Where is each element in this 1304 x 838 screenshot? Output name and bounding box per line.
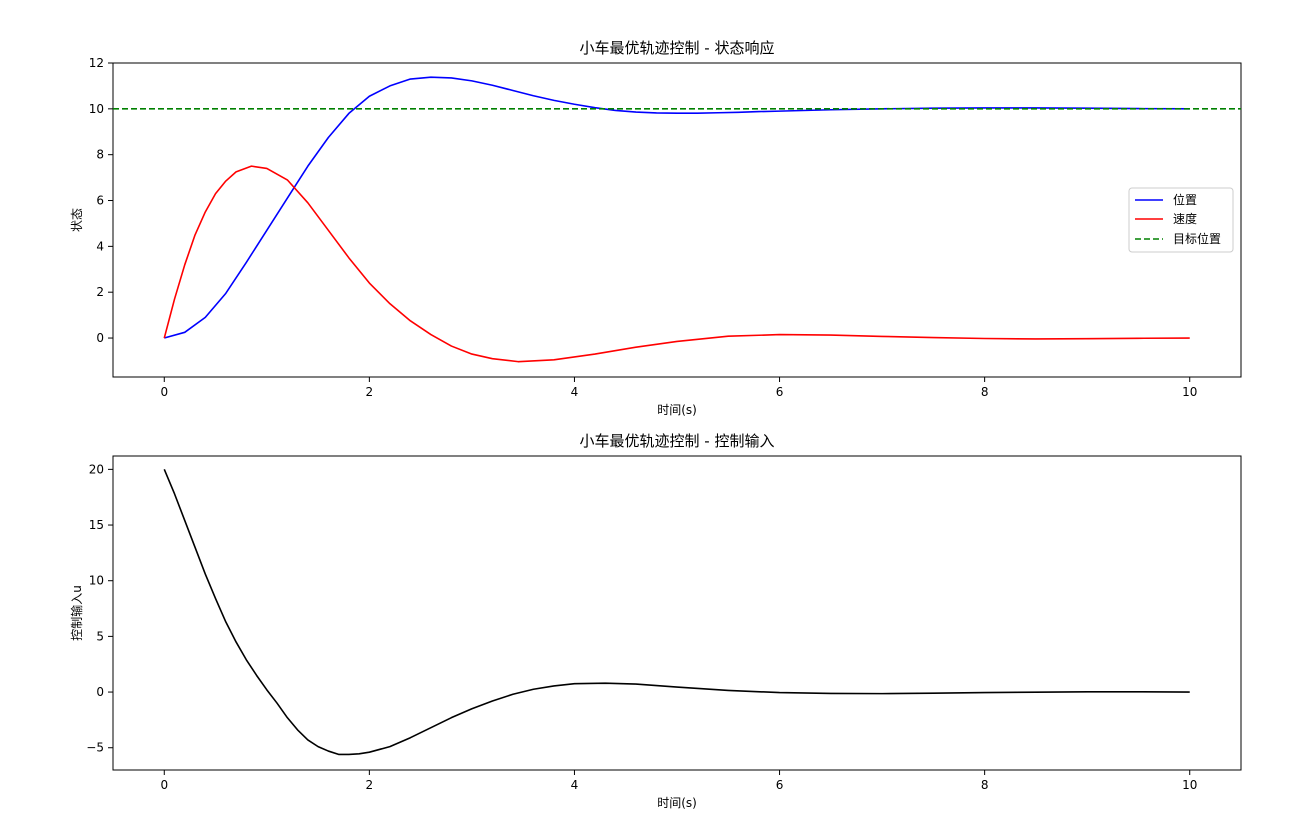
chart-title: 小车最优轨迹控制 - 控制输入 (580, 432, 775, 450)
y-tick-label: 2 (96, 285, 104, 299)
legend-label-position: 位置 (1173, 192, 1197, 207)
y-tick-label: 5 (96, 629, 104, 643)
plot-frame (112, 62, 1242, 378)
control-input-chart: 小车最优轨迹控制 - 控制输入 0 2 4 6 8 10 −5 0 5 10 15 20 时间(s)… (69, 432, 1242, 810)
x-tick-label: 6 (776, 385, 784, 399)
y-tick-label: 8 (96, 148, 104, 162)
y-tick-label: 6 (96, 194, 104, 208)
legend: 位置 速度 目标位置 (1128, 187, 1234, 253)
y-ticks: −5 0 5 10 15 20 (86, 462, 113, 755)
y-tick-label: 12 (89, 56, 104, 70)
x-tick-label: 8 (981, 385, 989, 399)
y-ticks: 0 2 4 6 8 10 12 (89, 56, 113, 345)
legend-box (1128, 187, 1234, 253)
y-tick-label: 4 (96, 239, 104, 253)
x-tick-label: 6 (776, 778, 784, 792)
y-tick-label: 10 (89, 574, 104, 588)
y-tick-label: 0 (96, 331, 104, 345)
x-ticks: 0 2 4 6 8 10 (160, 770, 1197, 792)
x-tick-label: 0 (160, 778, 168, 792)
series-line-0 (164, 76, 1190, 339)
legend-label-velocity: 速度 (1173, 211, 1197, 226)
x-tick-label: 2 (366, 385, 374, 399)
x-tick-label: 8 (981, 778, 989, 792)
x-tick-label: 10 (1182, 778, 1197, 792)
x-tick-label: 4 (571, 385, 579, 399)
x-tick-label: 4 (571, 778, 579, 792)
x-tick-label: 10 (1182, 385, 1197, 399)
x-ticks: 0 2 4 6 8 10 (160, 377, 1197, 399)
series-lines (113, 76, 1241, 363)
x-tick-label: 0 (160, 385, 168, 399)
x-tick-label: 2 (366, 778, 374, 792)
plot-frame (112, 455, 1242, 771)
y-tick-label: 20 (89, 462, 104, 476)
chart-title: 小车最优轨迹控制 - 状态响应 (580, 39, 775, 57)
y-axis-label: 控制输入u (69, 585, 84, 641)
legend-label-target: 目标位置 (1173, 231, 1221, 246)
y-axis-label: 状态 (70, 208, 84, 232)
y-tick-label: 15 (89, 518, 104, 532)
x-axis-label: 时间(s) (657, 796, 697, 810)
y-tick-label: −5 (86, 741, 104, 755)
series-line-1 (163, 165, 1190, 363)
y-tick-label: 0 (96, 685, 104, 699)
series-lines (163, 469, 1190, 756)
y-tick-label: 10 (89, 102, 104, 116)
series-line-0 (163, 469, 1190, 756)
x-axis-label: 时间(s) (657, 403, 697, 417)
